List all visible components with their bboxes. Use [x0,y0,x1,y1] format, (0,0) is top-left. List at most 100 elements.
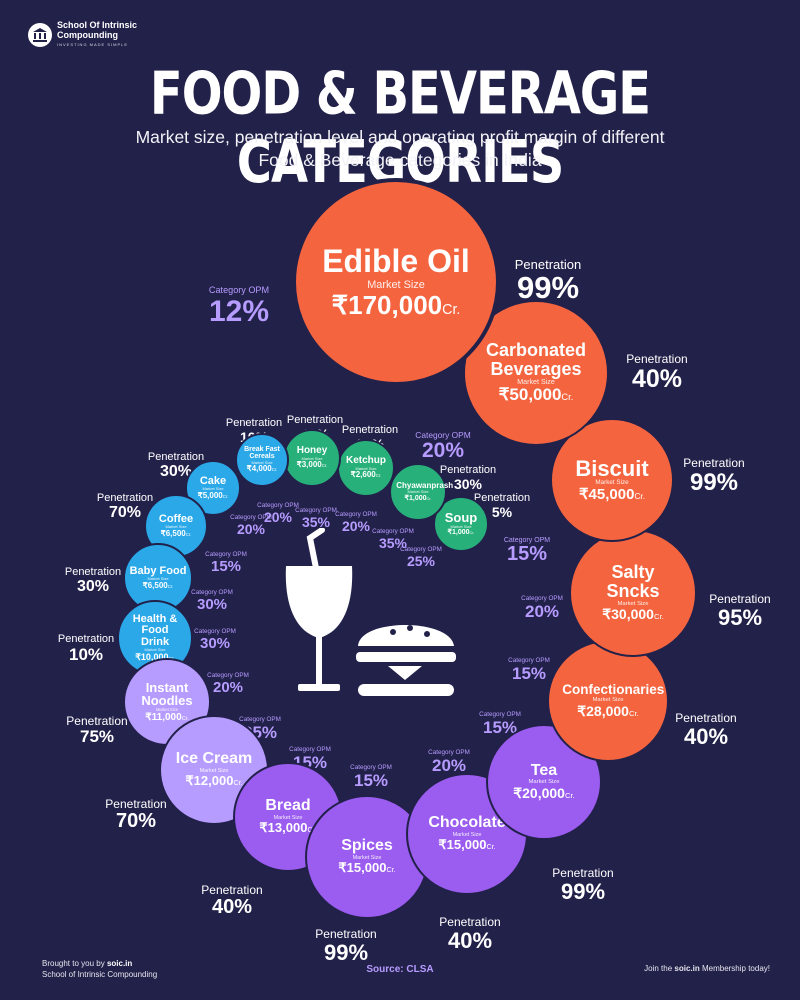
opm-value: 35% [378,534,408,551]
market-size-label: Market Size [199,768,229,775]
brand-name: School Of Intrinsic Compounding [57,20,138,40]
market-size-value: ₹170,000Cr. [331,289,461,320]
bubble-confectionaries: Confectionaries Market Size ₹28,000Cr. [547,640,669,762]
opm-carbonated-beverages: Category OPM 20% [398,431,488,462]
opm-label: Category OPM [335,511,377,518]
opm-value: 20% [431,755,467,775]
bubble-edible-oil: Edible Oil Market Size ₹170,000Cr. [292,178,500,386]
opm-label: Category OPM [428,749,470,756]
category-name: Break Fast Cereals [244,446,280,461]
opm-value: 20% [524,601,560,621]
penetration-value: 70% [108,503,142,521]
opm-instant-noodles: Category OPM 20% [183,672,273,695]
opm-label: Category OPM [230,514,272,521]
opm-coffee: Category OPM 15% [181,551,271,575]
bubble-biscuit: Biscuit Market Size ₹45,000Cr. [550,418,674,542]
unit-label: Cr. [561,392,574,403]
opm-tea: Category OPM 15% [455,711,545,737]
market-size-label: Market Size [165,524,187,530]
penetration-baby-food: Penetration 30% [48,566,138,595]
opm-cake: Category OPM 20% [206,514,296,536]
penetration-label: Penetration [66,714,128,728]
market-size-label: Market Size [595,478,629,486]
opm-chyawanprash: Category OPM 35% [348,528,438,551]
market-size-label: Market Size [450,523,472,529]
opm-value: 35% [301,513,331,530]
market-size-label: Market Size [273,815,303,822]
unit-label: Cr. [181,716,189,723]
unit-label: Cr. [469,531,475,536]
category-name: Chocolate [428,814,506,832]
penetration-label: Penetration [514,257,582,272]
opm-value: 20% [421,438,465,462]
penetration-coffee: Penetration 70% [80,492,170,521]
market-size-value: ₹30,000Cr. [602,606,664,623]
opm-edible-oil: Category OPM 12% [194,285,284,328]
unit-label: Cr. [442,301,461,318]
penetration-label: Penetration [64,566,122,578]
penetration-value: 40% [211,895,253,918]
penetration-label: Penetration [315,927,377,941]
unit-label: Cr. [486,843,496,852]
opm-label: Category OPM [207,672,249,679]
penetration-salty-sncks: Penetration 95% [695,593,785,629]
unit-label: Cr. [185,531,192,537]
penetration-label: Penetration [147,451,205,463]
opm-value: 15% [482,717,518,737]
category-name: Biscuit [575,455,649,481]
unit-label: Cr. [321,463,328,469]
brought-site[interactable]: soic.in [106,959,133,968]
opm-label: Category OPM [205,551,247,558]
penetration-label: Penetration [96,492,154,504]
join-site[interactable]: soic.in [674,964,700,973]
unit-label: Cr. [271,467,278,473]
category-name: Soup [444,510,478,526]
penetration-label: Penetration [675,711,737,725]
penetration-label: Penetration [105,797,167,811]
market-size-value: ₹13,000Cr. [259,820,316,835]
penetration-ice-cream: Penetration 70% [91,798,181,832]
opm-value: 15% [210,557,242,575]
penetration-chyawanprash: Penetration 30% [423,464,513,491]
opm-spices: Category OPM 15% [326,764,416,789]
penetration-label: Penetration [439,915,501,929]
opm-baby-food: Category OPM 30% [167,589,257,612]
food-beverage-icon [285,528,456,696]
category-name: Honey [296,445,328,457]
penetration-value: 99% [689,468,739,496]
penetration-value: 70% [115,809,157,832]
market-size-value: ₹45,000Cr. [579,485,645,503]
category-name: Instant Noodles [141,679,193,709]
penetration-spices: Penetration 99% [301,928,391,964]
market-size-label: Market Size [202,486,224,492]
category-name: Health & Food Drink [132,612,178,648]
opm-ketchup: Category OPM 20% [311,511,401,533]
opm-label: Category OPM [257,502,299,509]
bubble-soup: Soup Market Size ₹1,000Cr. [433,496,489,552]
opm-label: Category OPM [194,628,236,635]
opm-health-and-food-drink: Category OPM 30% [170,628,260,651]
join-prefix: Join the [644,964,673,973]
penetration-value: 30% [76,577,110,595]
page-subtitle: Market size, penetration level and opera… [135,127,665,170]
penetration-label: Penetration [626,352,688,366]
penetration-label: Penetration [709,592,771,606]
building-icon [28,23,52,47]
unit-label: Cr. [222,493,229,499]
market-size-value: ₹1,000Cr. [404,494,432,502]
opm-value: 25% [406,552,436,569]
opm-label: Category OPM [503,537,551,544]
market-size-label: Market Size [147,576,169,582]
bubble-break-fast-cereals: Break Fast Cereals Market Size ₹4,000Cr. [235,433,289,487]
opm-label: Category OPM [508,657,550,664]
penetration-value: 99% [516,269,580,305]
penetration-label: Penetration [552,866,614,880]
penetration-cake: Penetration 30% [131,451,221,480]
opm-value: 12% [208,294,270,328]
penetration-label: Penetration [201,883,263,897]
bubble-chyawanprash: Chyawanprash Market Size ₹1,000Cr. [389,463,453,521]
category-name: Ketchup [346,455,386,467]
market-size-value: ₹28,000Cr. [577,702,639,719]
market-size-value: ₹4,000Cr. [246,464,278,474]
penetration-label: Penetration [57,633,115,645]
